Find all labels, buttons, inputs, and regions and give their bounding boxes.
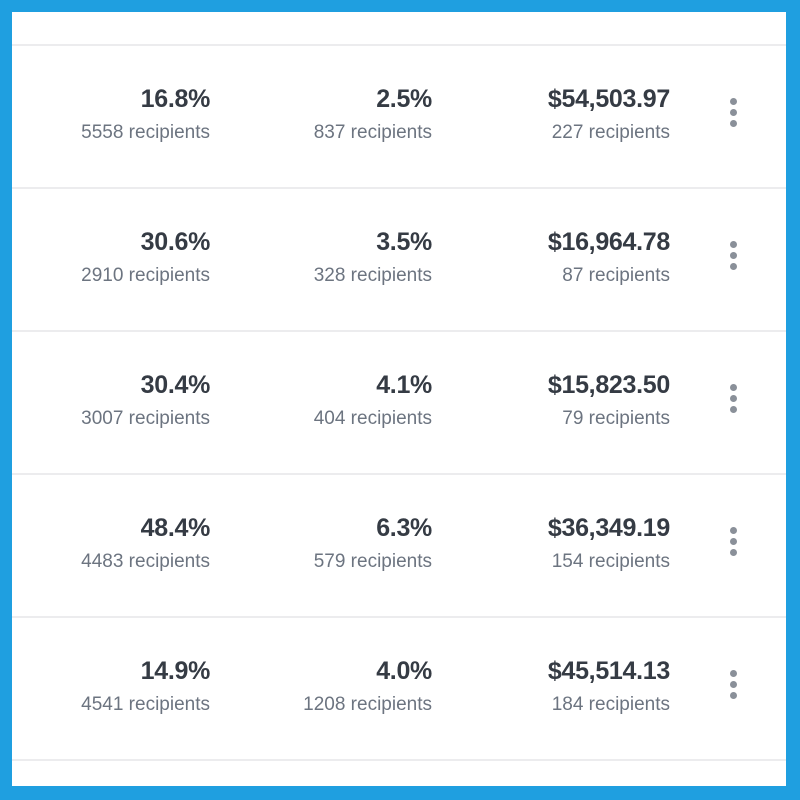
open-recipients: 4541 recipients (81, 694, 210, 715)
table-top-spacer (12, 12, 786, 46)
open-recipients: 3007 recipients (81, 408, 210, 429)
revenue-recipients: 227 recipients (551, 122, 670, 143)
open-recipients: 2910 recipients (81, 265, 210, 286)
click-recipients: 328 recipients (313, 265, 432, 286)
campaign-stats-table: 16.8% 5558 recipients 2.5% 837 recipient… (12, 12, 786, 786)
more-options-icon[interactable] (723, 527, 743, 563)
table-row: 30.6% 2910 recipients 3.5% 328 recipient… (12, 189, 786, 332)
table-row: 14.9% 4541 recipients 4.0% 1208 recipien… (12, 618, 786, 761)
click-rate-cell: 4.1% 404 recipients (313, 370, 433, 430)
more-options-icon[interactable] (723, 670, 743, 706)
revenue-cell: $45,514.13 184 recipients (548, 656, 670, 716)
revenue-cell: $16,964.78 87 recipients (548, 227, 670, 287)
click-rate-cell: 3.5% 328 recipients (313, 227, 433, 287)
open-rate-cell: 14.9% 4541 recipients (81, 656, 210, 716)
revenue-cell: $15,823.50 79 recipients (548, 370, 670, 430)
open-rate: 30.4% (140, 371, 211, 399)
open-rate: 48.4% (140, 514, 211, 542)
open-rate-cell: 48.4% 4483 recipients (81, 513, 210, 573)
open-rate: 30.6% (140, 228, 211, 256)
open-rate: 16.8% (140, 85, 211, 113)
table-row: 16.8% 5558 recipients 2.5% 837 recipient… (12, 46, 786, 189)
open-recipients: 5558 recipients (81, 122, 210, 143)
click-recipients: 404 recipients (313, 408, 432, 429)
revenue: $36,349.19 (547, 514, 670, 542)
open-rate-cell: 30.4% 3007 recipients (81, 370, 210, 430)
open-rate: 14.9% (140, 657, 211, 685)
click-recipients: 579 recipients (313, 551, 432, 572)
click-rate-cell: 6.3% 579 recipients (313, 513, 433, 573)
table-row: 48.4% 4483 recipients 6.3% 579 recipient… (12, 475, 786, 618)
click-rate: 3.5% (376, 228, 432, 256)
revenue: $54,503.97 (547, 85, 670, 113)
more-options-icon[interactable] (723, 241, 743, 277)
revenue-recipients: 184 recipients (551, 694, 670, 715)
table-row: 30.4% 3007 recipients 4.1% 404 recipient… (12, 332, 786, 475)
revenue-cell: $54,503.97 227 recipients (548, 84, 670, 144)
click-rate: 4.0% (376, 657, 432, 685)
click-rate: 6.3% (376, 514, 432, 542)
click-recipients: 1208 recipients (303, 694, 432, 715)
click-rate-cell: 4.0% 1208 recipients (303, 656, 432, 716)
open-recipients: 4483 recipients (81, 551, 210, 572)
more-options-icon[interactable] (723, 384, 743, 420)
revenue-recipients: 79 recipients (562, 408, 670, 429)
revenue: $16,964.78 (547, 228, 670, 256)
click-rate-cell: 2.5% 837 recipients (313, 84, 433, 144)
more-options-icon[interactable] (723, 98, 743, 134)
revenue: $45,514.13 (547, 657, 670, 685)
open-rate-cell: 30.6% 2910 recipients (81, 227, 210, 287)
click-rate: 2.5% (376, 85, 432, 113)
revenue-recipients: 87 recipients (562, 265, 670, 286)
click-rate: 4.1% (376, 371, 432, 399)
click-recipients: 837 recipients (313, 122, 432, 143)
revenue-cell: $36,349.19 154 recipients (548, 513, 670, 573)
open-rate-cell: 16.8% 5558 recipients (81, 84, 210, 144)
revenue: $15,823.50 (547, 371, 670, 399)
revenue-recipients: 154 recipients (551, 551, 670, 572)
